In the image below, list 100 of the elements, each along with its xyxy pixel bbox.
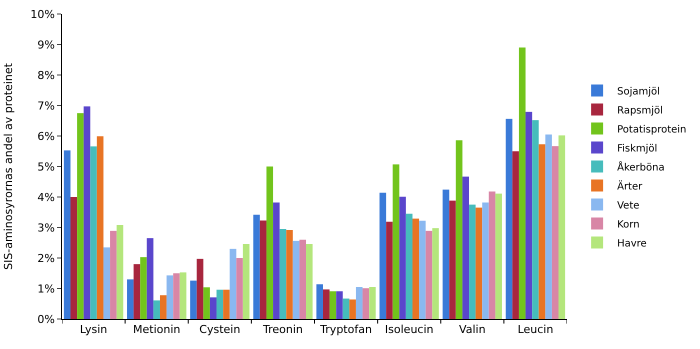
bar <box>330 291 336 319</box>
legend-label: Vete <box>617 200 640 212</box>
bar <box>369 286 376 319</box>
bar <box>280 229 286 319</box>
x-tick-label: Metionin <box>133 323 180 336</box>
legend-label: Ärter <box>617 179 644 192</box>
bar <box>488 192 496 319</box>
bar <box>476 208 482 319</box>
bar <box>103 247 110 319</box>
bar <box>146 238 154 319</box>
bar <box>532 120 539 319</box>
bar <box>406 214 412 319</box>
bar <box>349 299 356 319</box>
bar <box>292 240 300 319</box>
bar <box>456 140 462 319</box>
bar <box>538 144 546 319</box>
bar <box>173 273 180 319</box>
legend-label: Fiskmjöl <box>617 143 658 154</box>
bar <box>469 204 476 319</box>
x-tick-label: Tryptofan <box>319 323 372 336</box>
bar <box>127 279 134 319</box>
bar <box>449 200 456 319</box>
bar <box>116 225 124 319</box>
x-tick-label: Treonin <box>262 323 303 336</box>
x-tick-label: Lysin <box>80 323 108 336</box>
x-tick-label: Leucin <box>518 323 554 336</box>
y-tick-label: 5% <box>37 160 55 174</box>
y-tick-label: 4% <box>37 190 55 204</box>
x-tick-label: Valin <box>459 323 486 336</box>
y-tick-label: 3% <box>37 221 55 234</box>
bar <box>526 112 532 319</box>
y-tick-label: 1% <box>37 282 55 296</box>
bar <box>110 230 117 319</box>
bar <box>306 244 313 319</box>
bar <box>545 134 552 319</box>
x-tick-label: Cystein <box>199 323 240 336</box>
x-tick-label: Isoleucin <box>384 323 434 336</box>
bar <box>392 164 400 319</box>
bar <box>160 295 167 319</box>
bar <box>196 258 204 319</box>
y-tick-label: 8% <box>37 68 55 82</box>
bar <box>223 290 230 319</box>
bar <box>96 136 104 319</box>
y-tick-label: 7% <box>37 99 55 112</box>
legend-label: Åkerböna <box>617 160 665 174</box>
bar <box>299 240 306 319</box>
bar <box>316 284 323 319</box>
legend-label: Korn <box>617 219 640 230</box>
bar <box>506 118 512 319</box>
bar <box>462 176 470 319</box>
legend-label: Rapsmjöl <box>617 105 663 116</box>
y-axis-title: SIS-aminosyrornas andel av proteinet <box>2 62 15 270</box>
bar <box>380 192 386 319</box>
bar <box>210 297 217 319</box>
bar <box>442 190 450 319</box>
legend-label: Havre <box>617 238 647 250</box>
bar <box>253 214 260 319</box>
bar <box>386 222 393 319</box>
bar <box>84 106 90 319</box>
bar <box>64 150 70 319</box>
y-tick-label: 2% <box>37 252 55 265</box>
bar <box>512 151 519 319</box>
bar <box>558 135 566 319</box>
y-tick-label: 0% <box>37 312 55 326</box>
bar <box>230 248 236 319</box>
bar <box>399 196 406 319</box>
bar <box>203 287 210 319</box>
y-tick-label: 6% <box>37 130 55 143</box>
bar <box>482 202 489 319</box>
bar <box>273 202 280 319</box>
bar <box>419 220 426 319</box>
bar <box>166 275 174 319</box>
bar <box>336 291 343 319</box>
bar <box>140 257 147 319</box>
bar <box>260 220 266 319</box>
bar <box>412 218 420 319</box>
bar <box>180 272 186 319</box>
bar <box>236 258 243 319</box>
y-tick-label: 10% <box>30 8 55 21</box>
bar <box>356 286 363 319</box>
bar <box>432 228 439 319</box>
bar <box>362 288 370 319</box>
bar <box>134 264 140 319</box>
legend-label: Potatisprotein <box>617 124 686 136</box>
bar <box>153 300 160 319</box>
bar <box>426 230 432 319</box>
bar <box>286 230 293 319</box>
bar <box>216 290 224 319</box>
bar <box>90 146 97 319</box>
legend-label: Sojamjöl <box>617 86 660 98</box>
bar <box>552 146 559 319</box>
bar <box>518 48 526 319</box>
bar <box>70 197 78 319</box>
bar <box>242 244 250 319</box>
bar <box>342 298 350 319</box>
bar <box>190 280 197 319</box>
y-tick-label: 9% <box>37 38 55 52</box>
bar <box>266 166 274 319</box>
bar <box>495 194 502 319</box>
bar <box>77 113 84 319</box>
